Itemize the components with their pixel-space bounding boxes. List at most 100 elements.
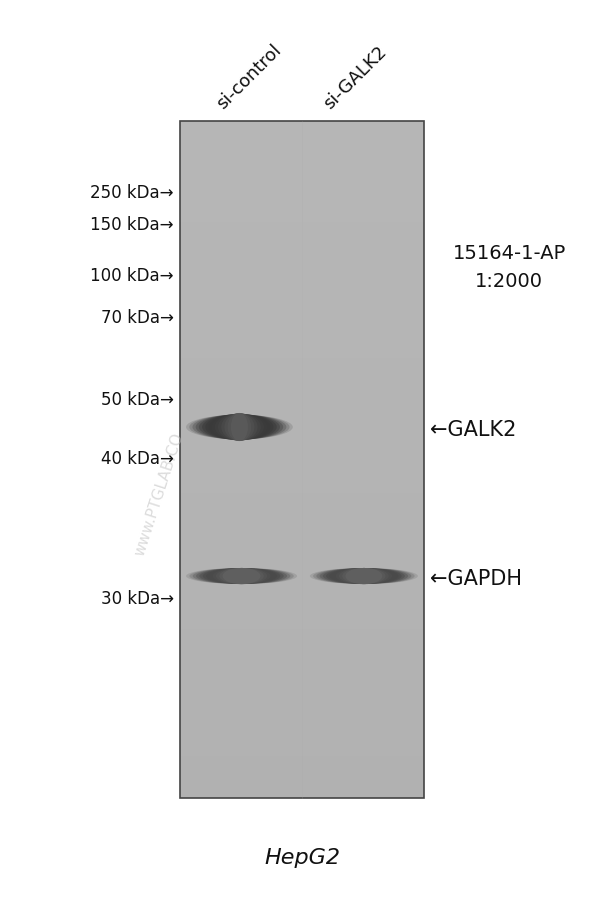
Ellipse shape xyxy=(317,568,411,584)
Bar xyxy=(180,545,424,553)
Bar xyxy=(180,198,424,207)
Ellipse shape xyxy=(332,568,395,584)
Bar xyxy=(180,342,424,350)
Bar xyxy=(180,460,424,468)
Ellipse shape xyxy=(212,414,267,441)
Ellipse shape xyxy=(189,415,290,440)
Ellipse shape xyxy=(206,568,277,584)
Ellipse shape xyxy=(213,568,270,584)
Bar xyxy=(180,655,424,663)
Bar xyxy=(180,122,424,798)
Bar xyxy=(180,232,424,240)
Bar xyxy=(180,570,424,578)
Bar xyxy=(180,452,424,460)
Text: 15164-1-AP
1:2000: 15164-1-AP 1:2000 xyxy=(453,244,566,290)
Text: ←GALK2: ←GALK2 xyxy=(430,419,517,439)
Ellipse shape xyxy=(345,568,382,584)
Ellipse shape xyxy=(221,414,257,441)
Text: 70 kDa→: 70 kDa→ xyxy=(101,309,174,327)
Ellipse shape xyxy=(218,414,260,441)
Bar xyxy=(180,663,424,671)
Ellipse shape xyxy=(186,415,293,439)
Text: 100 kDa→: 100 kDa→ xyxy=(90,267,174,285)
Ellipse shape xyxy=(339,568,389,584)
Bar xyxy=(180,427,424,435)
Bar xyxy=(180,621,424,630)
Bar xyxy=(180,189,424,198)
Bar xyxy=(180,164,424,172)
Ellipse shape xyxy=(209,414,270,441)
Text: 250 kDa→: 250 kDa→ xyxy=(90,184,174,202)
Text: 150 kDa→: 150 kDa→ xyxy=(90,216,174,234)
Bar xyxy=(180,418,424,426)
Ellipse shape xyxy=(205,415,273,440)
Bar xyxy=(180,325,424,333)
Text: 50 kDa→: 50 kDa→ xyxy=(101,391,174,408)
Bar xyxy=(180,181,424,189)
Bar xyxy=(180,603,424,612)
Ellipse shape xyxy=(326,568,401,584)
Bar xyxy=(180,553,424,561)
Ellipse shape xyxy=(203,568,281,584)
Bar xyxy=(180,578,424,587)
Bar xyxy=(180,520,424,528)
Bar xyxy=(180,528,424,536)
Bar xyxy=(180,240,424,249)
Bar xyxy=(180,290,424,299)
Bar xyxy=(180,274,424,282)
Bar xyxy=(180,122,424,130)
Bar xyxy=(180,671,424,680)
Bar xyxy=(180,358,424,367)
Bar xyxy=(180,172,424,181)
Bar xyxy=(180,502,424,511)
Bar xyxy=(180,223,424,232)
Ellipse shape xyxy=(320,568,408,584)
Bar xyxy=(180,317,424,325)
Bar xyxy=(180,511,424,520)
Bar xyxy=(180,249,424,257)
Ellipse shape xyxy=(196,568,287,584)
Ellipse shape xyxy=(199,415,280,440)
Text: 30 kDa→: 30 kDa→ xyxy=(101,590,174,608)
Ellipse shape xyxy=(223,568,260,584)
Ellipse shape xyxy=(192,415,287,440)
Bar xyxy=(180,392,424,400)
Bar xyxy=(180,612,424,621)
Ellipse shape xyxy=(323,568,405,584)
Bar xyxy=(180,561,424,570)
Ellipse shape xyxy=(196,415,283,440)
Text: si-control: si-control xyxy=(213,41,285,113)
Text: 40 kDa→: 40 kDa→ xyxy=(101,450,174,467)
Bar xyxy=(180,680,424,688)
Ellipse shape xyxy=(189,568,294,584)
Bar xyxy=(180,756,424,764)
Bar xyxy=(180,215,424,224)
Bar xyxy=(180,477,424,485)
Bar xyxy=(180,139,424,147)
Bar xyxy=(180,731,424,739)
Ellipse shape xyxy=(342,568,386,584)
Bar xyxy=(180,595,424,603)
Bar xyxy=(180,299,424,308)
Bar xyxy=(180,350,424,358)
Bar xyxy=(180,443,424,452)
Bar xyxy=(180,367,424,375)
Bar xyxy=(180,630,424,638)
Ellipse shape xyxy=(202,415,277,440)
Ellipse shape xyxy=(228,414,251,441)
Ellipse shape xyxy=(329,568,398,584)
Text: si-GALK2: si-GALK2 xyxy=(320,42,390,113)
Text: HepG2: HepG2 xyxy=(264,847,340,867)
Ellipse shape xyxy=(310,568,418,584)
Bar xyxy=(180,494,424,502)
Text: ←GAPDH: ←GAPDH xyxy=(430,568,522,588)
Bar xyxy=(180,207,424,215)
Bar xyxy=(180,739,424,748)
Bar xyxy=(180,688,424,696)
Ellipse shape xyxy=(336,568,392,584)
Bar xyxy=(180,536,424,545)
Bar xyxy=(180,400,424,410)
Bar xyxy=(180,375,424,384)
Bar xyxy=(180,468,424,477)
Ellipse shape xyxy=(224,414,254,441)
